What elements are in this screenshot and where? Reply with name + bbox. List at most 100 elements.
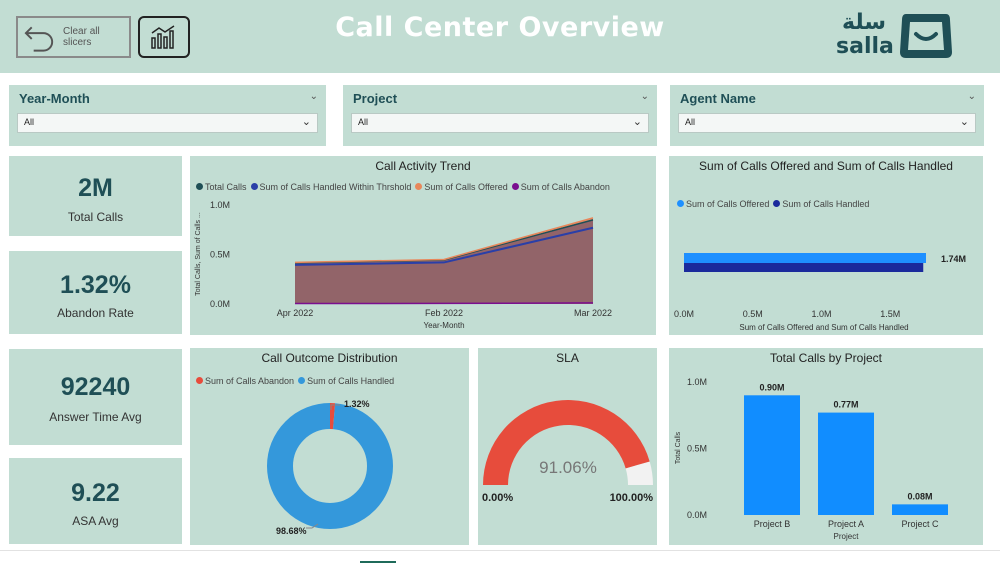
y-tick-label: 0.0M <box>687 510 707 520</box>
legend-item[interactable]: Total Calls <box>196 182 247 192</box>
dropdown-value: All <box>24 117 35 127</box>
data-label: 0.77M <box>833 400 858 410</box>
legend-label: Sum of Calls Handled <box>782 199 870 209</box>
legend-label: Total Calls <box>205 182 247 192</box>
clear-all-slicers-label: Clear all slicers <box>63 26 100 48</box>
x-tick-label: Mar 2022 <box>574 308 612 318</box>
legend-label: Sum of Calls Abandon <box>205 376 295 386</box>
project-bar-plot: 0.0M 0.5M 1.0M Total Calls 0.90M Project B 0.7… <box>675 377 948 541</box>
bar-project-b <box>744 395 800 515</box>
kpi-label: Answer Time Avg <box>49 410 142 424</box>
kpi-value: 2M <box>78 174 113 202</box>
analytics-button[interactable] <box>138 16 190 58</box>
x-tick-label: 0.0M <box>674 309 694 319</box>
chart-title: SLA <box>556 351 579 365</box>
y-axis-label: Total Calls, Sum of Calls ... <box>195 212 202 296</box>
series-line-3 <box>294 302 594 305</box>
offered-handled-chart: Sum of Calls Offered and Sum of Calls Ha… <box>669 156 983 335</box>
salla-bag-icon <box>900 14 952 58</box>
bar-calls-handled <box>684 263 924 272</box>
y-tick-label: 0.0M <box>210 299 230 309</box>
logo-arabic-text: سلة <box>842 10 886 35</box>
x-tick-label: 1.5M <box>880 309 900 319</box>
gauge-max-label: 100.00% <box>610 492 654 504</box>
kpi-label: ASA Avg <box>72 514 119 528</box>
slicer-title: Project <box>353 91 398 106</box>
chevron-down-icon[interactable]: ⌄ <box>640 91 649 102</box>
x-axis-label: Project <box>834 532 860 541</box>
back-arrow-icon <box>24 26 54 52</box>
x-axis-label: Sum of Calls Offered and Sum of Calls Ha… <box>739 323 908 332</box>
chart-legend: Sum of Calls Offered Sum of Calls Handle… <box>677 199 869 209</box>
y-tick-label: 0.5M <box>687 444 707 454</box>
chart-title: Total Calls by Project <box>769 351 883 365</box>
legend-label: Sum of Calls Handled <box>307 376 395 386</box>
legend-item[interactable]: Sum of Calls Abandon <box>196 376 294 386</box>
legend-item[interactable]: Sum of Calls Handled Within Thrshold <box>250 182 411 192</box>
kpi-answer-time-avg: 92240 Answer Time Avg <box>9 349 182 445</box>
kpi-value: 1.32% <box>60 271 131 299</box>
bar-calls-offered <box>684 253 926 263</box>
chart-legend: Total Calls Sum of Calls Handled Within … <box>196 182 610 192</box>
sla-gauge-chart: SLA 91.06% 0.00% 100.00% <box>478 348 657 545</box>
x-tick-label: 0.5M <box>743 309 763 319</box>
x-tick-label: 1.0M <box>811 309 831 319</box>
outcome-donut: 1.32% 98.68% <box>267 399 393 536</box>
header-bar: Clear all slicers Call Center Overview س… <box>0 0 1000 73</box>
kpi-value: 9.22 <box>71 479 120 507</box>
series-line-1 <box>294 226 594 266</box>
x-axis-label: Year-Month <box>423 321 464 330</box>
slicer-title: Year-Month <box>19 91 90 106</box>
gauge-track <box>625 461 653 485</box>
bar-project-c <box>892 504 948 515</box>
legend-item[interactable]: Sum of Calls Offered <box>677 199 769 209</box>
legend-label: Sum of Calls Offered <box>686 199 770 209</box>
y-tick-label: 1.0M <box>687 377 707 387</box>
chevron-down-icon: ⌄ <box>632 116 642 128</box>
data-label: 0.08M <box>907 491 932 501</box>
gauge-fill <box>483 400 650 485</box>
x-tick-label: Project A <box>828 519 864 529</box>
dropdown-value: All <box>685 117 696 127</box>
y-axis-label: Total Calls <box>675 431 682 464</box>
x-tick-label: Feb 2022 <box>425 308 463 318</box>
bar-chart-icon <box>151 25 175 49</box>
data-label: 1.74M <box>941 254 966 264</box>
leader-line <box>330 404 340 410</box>
logo-english-text: salla <box>836 34 894 59</box>
legend-label: Sum of Calls Abandon <box>520 182 610 192</box>
total-calls-by-project-chart: Total Calls by Project 0.0M 0.5M 1.0M Total… <box>669 348 983 545</box>
chevron-down-icon[interactable]: ⌄ <box>967 91 976 102</box>
page-tab-indicator[interactable] <box>360 561 396 563</box>
trend-plot: 0.0M 0.5M 1.0M Apr 2022 Feb 2022 Mar 2022 Year… <box>195 200 612 330</box>
page-title: Call Center Overview <box>335 12 665 43</box>
x-tick-label: Project C <box>901 519 939 529</box>
kpi-abandon-rate: 1.32% Abandon Rate <box>9 251 182 334</box>
gauge-value: 91.06% <box>539 458 597 477</box>
salla-logo: سلة salla <box>832 8 992 64</box>
gauge-min-label: 0.00% <box>482 492 513 504</box>
slicer-title: Agent Name <box>680 91 756 106</box>
kpi-asa-avg: 9.22 ASA Avg <box>9 458 182 544</box>
slicer-agent-name: Agent Name ⌄ All ⌄ <box>670 85 984 146</box>
legend-item[interactable]: Sum of Calls Handled <box>773 199 869 209</box>
dropdown-value: All <box>358 117 369 127</box>
call-activity-trend-chart: Call Activity Trend Total Calls Sum of C… <box>190 156 656 335</box>
legend-item[interactable]: Sum of Calls Handled <box>298 376 394 386</box>
kpi-label: Abandon Rate <box>57 306 134 320</box>
offered-handled-plot: 0.0M 0.5M 1.0M 1.5M Sum of Calls Offered and… <box>674 253 966 332</box>
kpi-total-calls: 2M Total Calls <box>9 156 182 236</box>
chart-title: Sum of Calls Offered and Sum of Calls Ha… <box>699 159 953 173</box>
year-month-dropdown[interactable]: All ⌄ <box>17 113 318 133</box>
x-tick-label: Project B <box>754 519 791 529</box>
project-dropdown[interactable]: All ⌄ <box>351 113 649 133</box>
legend-item[interactable]: Sum of Calls Offered <box>415 182 508 192</box>
agent-name-dropdown[interactable]: All ⌄ <box>678 113 976 133</box>
clear-all-slicers-button[interactable]: Clear all slicers <box>16 16 131 58</box>
chevron-down-icon[interactable]: ⌄ <box>309 91 318 102</box>
slicer-project: Project ⌄ All ⌄ <box>343 85 657 146</box>
sla-gauge: 91.06% 0.00% 100.00% <box>482 400 654 504</box>
kpi-label: Total Calls <box>67 210 124 224</box>
legend-label: Sum of Calls Offered <box>424 182 508 192</box>
legend-item[interactable]: Sum of Calls Abandon <box>511 182 610 192</box>
